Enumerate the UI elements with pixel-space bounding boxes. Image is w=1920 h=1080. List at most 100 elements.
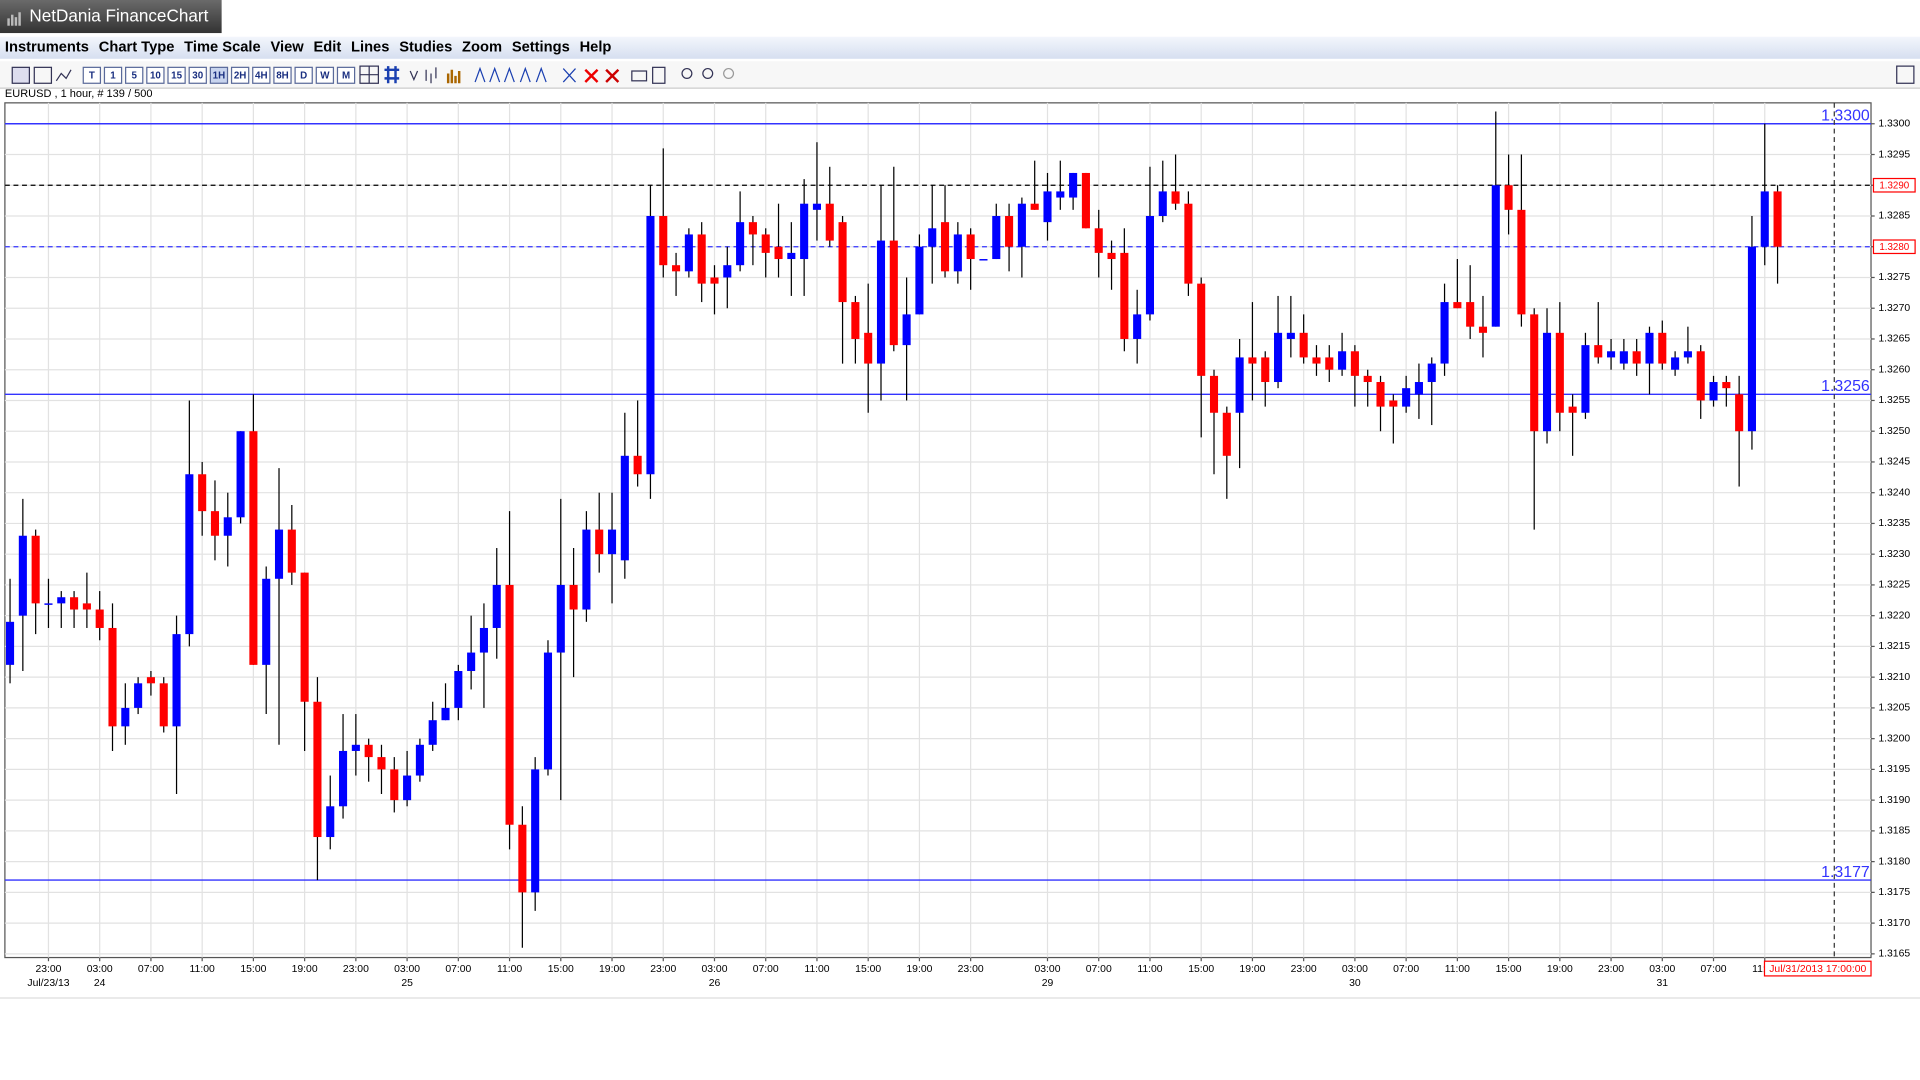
- candle-body: [467, 652, 476, 672]
- icon-arrow[interactable]: [409, 70, 419, 82]
- price-marker-label: 1.3290: [1879, 180, 1909, 191]
- candle-body: [339, 750, 348, 807]
- timescale-button[interactable]: [336, 66, 356, 84]
- candle-body: [1722, 382, 1731, 389]
- icon-volume[interactable]: [446, 69, 461, 84]
- x-date-label: 31: [1657, 978, 1669, 989]
- x-date-label: 26: [709, 978, 721, 989]
- candle-body: [1530, 314, 1539, 432]
- x-tick-label: 15:00: [1188, 964, 1214, 975]
- candle-body: [121, 707, 130, 727]
- timescale-button[interactable]: [230, 66, 250, 84]
- icon-del3[interactable]: [605, 68, 620, 83]
- x-tick-label: 11:00: [1137, 964, 1162, 975]
- icon-lines[interactable]: [474, 66, 547, 83]
- candle-body: [454, 671, 463, 708]
- candle-body: [787, 252, 796, 260]
- candle-body: [18, 535, 27, 616]
- timescale-button[interactable]: [167, 66, 186, 84]
- candle-body: [1094, 228, 1103, 253]
- candle-body: [326, 806, 335, 838]
- menu-item[interactable]: Chart Type: [99, 40, 175, 56]
- icon-panel[interactable]: [1896, 65, 1915, 84]
- x-tick-label: 11:00: [497, 964, 522, 975]
- icon-preview[interactable]: [652, 66, 666, 84]
- timescale-label: D: [300, 71, 307, 82]
- menu-item[interactable]: Settings: [512, 40, 570, 56]
- level-label: 1.3300: [1821, 108, 1870, 125]
- candle-body: [851, 302, 860, 339]
- candle-body: [1056, 191, 1065, 198]
- menu-item[interactable]: View: [270, 40, 304, 56]
- y-tick-label: 1.3240: [1878, 487, 1910, 498]
- candle-body: [57, 597, 66, 604]
- icon-bars[interactable]: [425, 67, 437, 84]
- candle-body: [1491, 185, 1500, 327]
- timescale-button[interactable]: [188, 66, 207, 84]
- icon-cross[interactable]: [360, 66, 379, 84]
- timescale-button[interactable]: [273, 66, 292, 84]
- icon-line[interactable]: [55, 69, 72, 82]
- candle-body: [1478, 326, 1488, 333]
- timescale-button[interactable]: [82, 66, 102, 84]
- menu-item[interactable]: Zoom: [462, 40, 502, 56]
- menu-item[interactable]: Lines: [351, 40, 389, 56]
- level-label: 1.3177: [1821, 864, 1870, 881]
- candle-body: [1773, 191, 1782, 247]
- candle-body: [1312, 357, 1321, 364]
- candle-body: [953, 234, 962, 272]
- icon-chart[interactable]: [11, 66, 30, 84]
- plot: 1.3165 1.3170 1.3175 1.3180 1.3185 1.3190 1.31…: [4, 102, 1916, 989]
- x-tick-label: 19:00: [599, 964, 625, 975]
- candle-body: [1209, 375, 1219, 413]
- candle-body: [825, 203, 834, 241]
- candle-body: [159, 683, 168, 727]
- candle-body: [300, 572, 309, 702]
- menu-item[interactable]: Instruments: [5, 40, 89, 56]
- timescale-button[interactable]: [252, 66, 271, 84]
- x-tick-label: 07:00: [138, 964, 164, 975]
- candle-body: [761, 234, 770, 253]
- icon-print[interactable]: [631, 70, 648, 82]
- icon-grid[interactable]: [384, 66, 400, 84]
- timescale-button[interactable]: [209, 66, 229, 84]
- x-tick-label: 15:00: [240, 964, 266, 975]
- menu-bar: [0, 36, 1920, 59]
- timescale-button[interactable]: [103, 66, 123, 84]
- candle-body: [1133, 314, 1142, 339]
- menu-item[interactable]: Help: [580, 40, 612, 56]
- candle-body: [659, 215, 668, 266]
- icon-zoom-in[interactable]: [681, 67, 693, 79]
- candle-body: [198, 474, 207, 512]
- timescale-button[interactable]: [125, 66, 144, 84]
- candle-body: [710, 277, 719, 284]
- menu-item[interactable]: Time Scale: [184, 40, 260, 56]
- candle-body: [979, 259, 988, 261]
- candle-body: [864, 332, 873, 364]
- timescale-button[interactable]: [315, 66, 335, 84]
- menu-item[interactable]: Edit: [313, 40, 341, 56]
- timescale-button[interactable]: [294, 66, 313, 84]
- timescale-label: 8H: [276, 71, 289, 82]
- candle-body: [70, 597, 79, 610]
- candle-body: [1735, 394, 1744, 432]
- menu-item[interactable]: Studies: [399, 40, 452, 56]
- candle-body: [1069, 172, 1078, 198]
- icon-zoom-reset[interactable]: [723, 67, 735, 79]
- icon-zoom-out[interactable]: [702, 67, 714, 79]
- candle-body: [1658, 332, 1667, 364]
- timescale-label: 30: [192, 71, 203, 82]
- candle-body: [723, 265, 732, 278]
- icon-del2[interactable]: [584, 68, 599, 83]
- title-tab: [0, 0, 222, 34]
- icon-chart2[interactable]: [33, 66, 53, 84]
- icon-del1[interactable]: [562, 68, 576, 83]
- candle-body: [774, 246, 783, 260]
- candle-body: [684, 234, 693, 272]
- candle-body: [185, 474, 194, 635]
- candle-body: [1568, 406, 1577, 413]
- candle-body: [620, 455, 629, 561]
- timescale-button[interactable]: [146, 66, 165, 84]
- candle-body: [351, 744, 360, 751]
